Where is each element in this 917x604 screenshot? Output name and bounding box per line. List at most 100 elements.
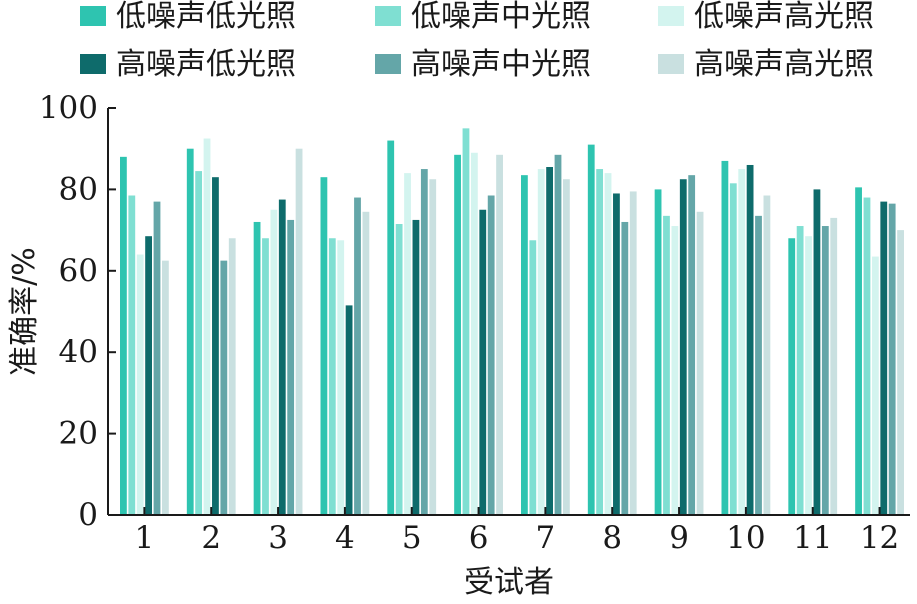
y-axis-ticks: 0 20 40 60 80 100 [39, 90, 116, 533]
bar-s2-c10 [729, 183, 737, 516]
bar-s4-c10 [746, 164, 754, 516]
bar-s6-c11 [830, 217, 838, 515]
legend-swatch [80, 6, 106, 26]
bar-s4-c7 [546, 167, 553, 515]
y-tick-label: 40 [59, 334, 98, 370]
bar-s2-c5 [395, 224, 403, 515]
x-axis-title: 受试者 [464, 565, 554, 600]
bar-s1-c4 [320, 177, 328, 515]
bar-s4-c3 [278, 199, 286, 515]
bar-s4-c9 [679, 179, 687, 516]
bar-s6-c7 [563, 179, 570, 516]
y-tick-label: 100 [39, 90, 98, 126]
legend-swatch [375, 54, 401, 74]
bar-s2-c8 [596, 169, 604, 516]
bar-s3-c5 [404, 173, 411, 515]
bar-s4-c12 [880, 201, 888, 516]
bar-s6-c8 [629, 191, 637, 515]
bar-s1-c3 [253, 221, 261, 515]
bar-s1-c5 [387, 140, 395, 515]
bar-s3-c4 [337, 240, 345, 515]
legend-label: 高噪声低光照 [116, 47, 296, 82]
bar-s5-c7 [554, 154, 562, 515]
axes [107, 108, 910, 516]
bar-s3-c7 [537, 169, 545, 516]
bar-s3-c11 [805, 236, 812, 515]
y-tick-label: 0 [78, 497, 98, 533]
bar-s5-c8 [621, 221, 629, 515]
bar-s2-c7 [529, 240, 537, 515]
bar-s1-c10 [721, 160, 729, 515]
x-tick-label: 1 [135, 520, 155, 556]
x-tick-label: 3 [268, 520, 288, 556]
y-tick-label: 20 [59, 416, 98, 452]
bar-s6-c10 [763, 195, 771, 515]
legend-label: 低噪声高光照 [694, 0, 874, 34]
bar-s1-c11 [788, 238, 796, 516]
bar-s2-c2 [195, 171, 203, 515]
bar-s5-c10 [755, 215, 762, 516]
bar-s4-c5 [412, 219, 420, 515]
bar-s6-c9 [696, 211, 704, 516]
bar-s1-c9 [654, 189, 662, 515]
legend-swatch [658, 54, 684, 74]
legend-label: 高噪声中光照 [411, 47, 591, 82]
bar-s1-c12 [855, 187, 862, 516]
x-tick-label: 2 [201, 520, 221, 556]
bar-s5-c4 [354, 197, 361, 516]
bar-s6-c1 [162, 260, 169, 516]
bar-s3-c2 [203, 138, 211, 515]
bar-s1-c6 [454, 154, 461, 515]
bar-s3-c9 [671, 226, 679, 515]
y-tick-label: 80 [59, 171, 98, 207]
bar-s2-c12 [863, 197, 871, 516]
bar-s1-c8 [587, 144, 595, 515]
bar-s5-c2 [220, 260, 228, 516]
bar-s5-c9 [688, 175, 696, 515]
bar-s2-c9 [663, 215, 670, 516]
bar-s4-c4 [345, 305, 353, 515]
bar-s2-c11 [796, 226, 804, 515]
x-tick-label: 5 [402, 520, 422, 556]
bar-s5-c3 [287, 219, 295, 515]
bar-s4-c6 [479, 209, 487, 515]
bar-s4-c1 [145, 236, 152, 515]
x-tick-label: 7 [536, 520, 556, 556]
x-axis-ticks: 1 2 3 4 5 6 7 8 9 10 11 12 [135, 507, 899, 556]
x-tick-label: 12 [860, 520, 899, 556]
bar-s5-c1 [153, 201, 161, 516]
bar-s1-c1 [120, 156, 127, 515]
y-axis-title: 准确率/% [7, 247, 42, 376]
bar-s3-c12 [871, 256, 879, 515]
x-tick-label: 10 [726, 520, 765, 556]
bar-s3-c8 [604, 173, 612, 515]
bar-s4-c2 [212, 177, 219, 515]
bar-s6-c2 [228, 238, 236, 516]
x-tick-label: 6 [469, 520, 489, 556]
bar-s6-c12 [897, 230, 904, 515]
legend-swatch [80, 54, 106, 74]
x-tick-label: 11 [793, 520, 832, 556]
bar-s2-c1 [128, 195, 136, 515]
legend-swatch [658, 6, 684, 26]
y-tick-label: 60 [59, 253, 98, 289]
bar-s3-c3 [270, 209, 278, 515]
x-tick-label: 9 [669, 520, 689, 556]
bar-s3-c10 [738, 169, 746, 516]
bar-s2-c4 [328, 238, 336, 516]
bar-s6-c4 [362, 211, 370, 516]
bar-s1-c7 [521, 175, 528, 515]
legend-label: 低噪声低光照 [116, 0, 296, 34]
bar-s5-c12 [888, 203, 896, 515]
bar-s1-c2 [186, 148, 194, 515]
bar-group [120, 128, 904, 516]
x-tick-label: 8 [602, 520, 622, 556]
bar-s5-c11 [821, 226, 829, 515]
bar-s6-c5 [429, 179, 437, 516]
bar-s2-c3 [262, 238, 269, 516]
bar-s3-c1 [136, 254, 144, 515]
bar-s2-c6 [462, 128, 470, 515]
legend-label: 高噪声高光照 [694, 47, 874, 82]
